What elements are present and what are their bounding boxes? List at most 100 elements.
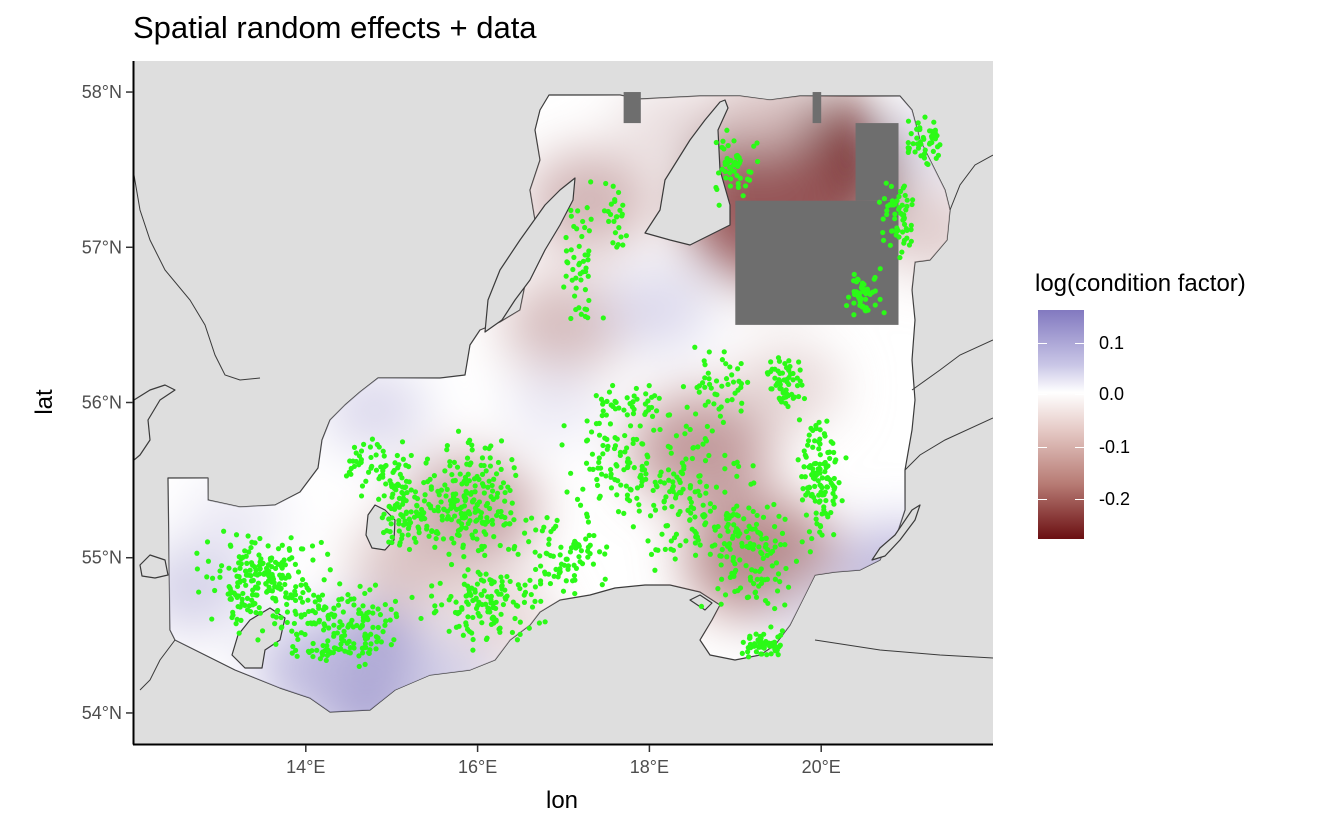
data-point [719, 357, 725, 363]
data-point [714, 186, 720, 193]
data-point [310, 557, 316, 563]
data-point [724, 127, 730, 133]
data-point [499, 513, 505, 519]
data-point [375, 635, 381, 641]
data-point [551, 573, 557, 579]
data-point [467, 437, 473, 443]
data-point [242, 602, 248, 608]
data-point [759, 651, 765, 657]
data-point [286, 556, 293, 562]
data-point [815, 478, 821, 484]
data-point [625, 464, 631, 471]
data-point [477, 571, 483, 578]
data-point [363, 478, 369, 484]
data-point [457, 506, 463, 512]
data-point [636, 508, 642, 514]
data-point [843, 455, 849, 461]
data-point [772, 544, 778, 550]
data-point [723, 376, 730, 382]
data-point [285, 572, 291, 578]
data-point [611, 218, 617, 224]
data-point [375, 606, 381, 612]
data-point [610, 183, 616, 189]
data-point [728, 176, 734, 182]
data-point [605, 443, 611, 449]
data-point [687, 483, 694, 489]
data-point [239, 596, 245, 602]
data-point [412, 489, 419, 495]
data-point [423, 460, 429, 466]
data-point [523, 517, 529, 523]
data-point [573, 540, 579, 546]
data-point [300, 589, 306, 596]
coastlines [134, 99, 921, 669]
data-point [358, 456, 364, 463]
data-point [388, 521, 394, 527]
data-point [730, 379, 737, 385]
data-point [386, 516, 392, 522]
data-point [906, 242, 913, 248]
data-point [248, 560, 255, 566]
data-point [464, 490, 470, 496]
data-point [577, 502, 584, 508]
data-point [341, 628, 347, 634]
data-point [816, 419, 822, 425]
data-point [443, 493, 449, 499]
data-point [735, 513, 741, 519]
data-point [396, 517, 402, 524]
data-point [465, 520, 471, 527]
data-point [932, 136, 939, 142]
data-point [862, 296, 869, 302]
data-point [634, 495, 640, 501]
data-point [735, 533, 741, 539]
data-point [411, 535, 418, 541]
data-point [483, 571, 489, 577]
data-point [627, 423, 634, 429]
data-point [374, 441, 380, 448]
data-point [625, 456, 631, 462]
data-point [551, 526, 557, 532]
data-point [511, 465, 517, 471]
data-point [614, 492, 620, 498]
data-point [470, 636, 476, 643]
data-point [483, 531, 489, 537]
data-point [651, 427, 657, 433]
data-point [297, 595, 304, 601]
data-point [757, 633, 763, 639]
data-point [730, 533, 736, 539]
data-point [347, 458, 353, 464]
data-point [487, 455, 493, 461]
data-point [830, 483, 836, 489]
data-point [325, 616, 332, 622]
data-point [603, 473, 609, 479]
x-tick-label: 14°E [286, 757, 325, 777]
data-point [284, 601, 290, 608]
data-point [595, 465, 601, 471]
curonian-spit [871, 504, 921, 561]
data-point [247, 609, 254, 615]
data-point [775, 355, 782, 361]
data-point [406, 479, 412, 485]
data-point [585, 544, 591, 550]
data-point [731, 522, 737, 528]
data-point [735, 180, 741, 187]
data-point [617, 449, 624, 455]
data-point [715, 586, 721, 592]
data-point [827, 455, 833, 462]
data-point [631, 465, 637, 471]
data-point [331, 605, 337, 611]
data-point [381, 493, 387, 499]
data-point [422, 492, 428, 498]
data-point [736, 378, 742, 384]
data-point [403, 484, 409, 490]
data-point [472, 483, 478, 489]
data-point [727, 574, 733, 581]
data-point [511, 546, 517, 552]
data-point [568, 545, 575, 551]
data-point [881, 196, 888, 202]
data-point [470, 647, 476, 653]
data-point [346, 638, 352, 644]
data-point [367, 587, 373, 593]
data-point [896, 193, 902, 200]
data-point [380, 448, 386, 454]
